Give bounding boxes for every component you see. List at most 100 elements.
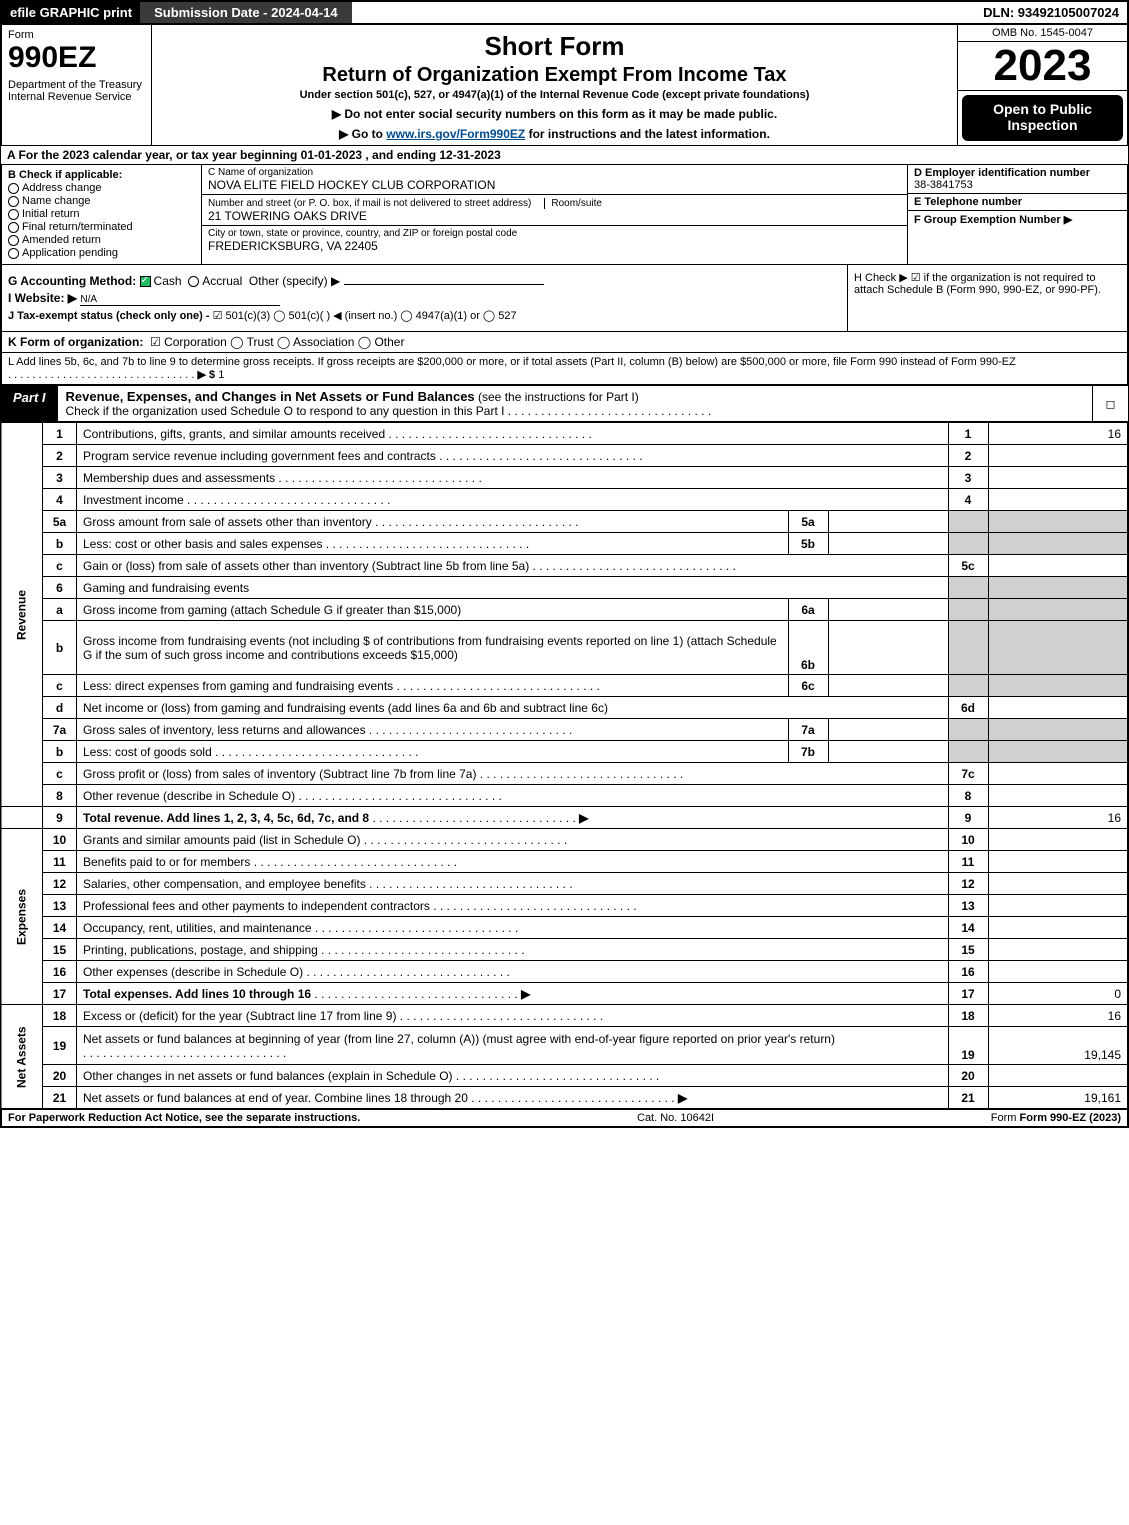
tax-year: 2023 (958, 42, 1127, 91)
check-label: Final return/terminated (22, 221, 133, 233)
line-9-box: 9 (948, 807, 988, 829)
line-7b-shaded-val (988, 741, 1128, 763)
line-6c-shaded (948, 675, 988, 697)
line-6d-value (988, 697, 1128, 719)
i-label: I Website: ▶ (8, 291, 77, 305)
row-a-tax-year: A For the 2023 calendar year, or tax yea… (0, 146, 1129, 165)
note-goto-suffix: for instructions and the latest informat… (525, 127, 770, 141)
telephone-label: E Telephone number (914, 196, 1121, 208)
part-1-title-bold: Revenue, Expenses, and Changes in Net As… (66, 389, 475, 404)
line-6a-row: a Gross income from gaming (attach Sched… (1, 599, 1128, 621)
check-application-pending[interactable]: Application pending (8, 247, 195, 259)
line-7a-shaded (948, 719, 988, 741)
g-label: G Accounting Method: (8, 274, 136, 288)
line-4-row: 4 Investment income 4 (1, 489, 1128, 511)
line-5b-num: b (43, 533, 77, 555)
check-amended-return[interactable]: Amended return (8, 234, 195, 246)
g-other-input[interactable] (344, 284, 544, 285)
line-7c-value (988, 763, 1128, 785)
line-6-desc: Gaming and fundraising events (77, 577, 949, 599)
check-name-change[interactable]: Name change (8, 195, 195, 207)
line-14-num: 14 (43, 917, 77, 939)
line-16-desc: Other expenses (describe in Schedule O) (77, 961, 949, 983)
line-16-value (988, 961, 1128, 983)
street-row: Number and street (or P. O. box, if mail… (202, 195, 907, 226)
section-i: I Website: ▶ N/A (8, 291, 841, 306)
line-5b-subvalue (828, 533, 948, 555)
note-ssn: ▶ Do not enter social security numbers o… (162, 107, 947, 121)
section-j: J Tax-exempt status (check only one) - ☑… (8, 309, 841, 322)
org-name-row: C Name of organization NOVA ELITE FIELD … (202, 165, 907, 195)
line-10-desc: Grants and similar amounts paid (list in… (77, 829, 949, 851)
line-19-num: 19 (43, 1027, 77, 1065)
row-a-text: A For the 2023 calendar year, or tax yea… (7, 148, 501, 162)
line-7a-shaded-val (988, 719, 1128, 741)
line-8-value (988, 785, 1128, 807)
line-15-num: 15 (43, 939, 77, 961)
j-options[interactable]: ☑ 501(c)(3) ◯ 501(c)( ) ◀ (insert no.) ◯… (213, 310, 517, 322)
l-value: 1 (218, 369, 224, 381)
line-6d-desc: Net income or (loss) from gaming and fun… (77, 697, 949, 719)
line-12-value (988, 873, 1128, 895)
line-1-row: Revenue 1 Contributions, gifts, grants, … (1, 423, 1128, 445)
line-12-desc: Salaries, other compensation, and employ… (77, 873, 949, 895)
line-13-box: 13 (948, 895, 988, 917)
line-6b-sublabel: 6b (788, 621, 828, 675)
check-address-change[interactable]: Address change (8, 182, 195, 194)
check-initial-return[interactable]: Initial return (8, 208, 195, 220)
efile-print-label[interactable]: efile GRAPHIC print (2, 2, 140, 23)
line-3-box: 3 (948, 467, 988, 489)
netassets-sidelabel: Net Assets (1, 1005, 43, 1109)
section-f: F Group Exemption Number ▶ (908, 211, 1127, 264)
org-name-label: C Name of organization (208, 167, 901, 178)
street-value: 21 TOWERING OAKS DRIVE (208, 209, 901, 223)
line-2-desc: Program service revenue including govern… (77, 445, 949, 467)
line-6c-num: c (43, 675, 77, 697)
page-footer: For Paperwork Reduction Act Notice, see … (0, 1109, 1129, 1128)
line-14-box: 14 (948, 917, 988, 939)
line-5a-shaded-val (988, 511, 1128, 533)
h-text: H Check ▶ ☑ if the organization is not r… (854, 272, 1101, 296)
line-13-row: 13 Professional fees and other payments … (1, 895, 1128, 917)
line-7a-num: 7a (43, 719, 77, 741)
footer-left: For Paperwork Reduction Act Notice, see … (8, 1112, 360, 1124)
line-6d-row: d Net income or (loss) from gaming and f… (1, 697, 1128, 719)
line-21-row: 21 Net assets or fund balances at end of… (1, 1087, 1128, 1109)
part-1-checkbox[interactable]: ◻ (1092, 386, 1128, 421)
part-1-header: Part I Revenue, Expenses, and Changes in… (0, 385, 1129, 422)
line-6a-desc: Gross income from gaming (attach Schedul… (77, 599, 789, 621)
g-other-label: Other (specify) ▶ (249, 274, 340, 288)
line-7c-desc: Gross profit or (loss) from sales of inv… (77, 763, 949, 785)
line-16-row: 16 Other expenses (describe in Schedule … (1, 961, 1128, 983)
line-7b-num: b (43, 741, 77, 763)
check-final-return[interactable]: Final return/terminated (8, 221, 195, 233)
line-13-desc: Professional fees and other payments to … (77, 895, 949, 917)
k-options[interactable]: ☑ Corporation ◯ Trust ◯ Association ◯ Ot… (150, 335, 404, 349)
line-3-desc: Membership dues and assessments (77, 467, 949, 489)
line-6b-subvalue (828, 621, 948, 675)
line-6-shaded (948, 577, 988, 599)
part-1-tab: Part I (1, 386, 58, 421)
line-1-num: 1 (43, 423, 77, 445)
k-label: K Form of organization: (8, 335, 143, 349)
irs-link[interactable]: www.irs.gov/Form990EZ (386, 127, 525, 141)
line-16-box: 16 (948, 961, 988, 983)
g-accrual-radio[interactable] (188, 276, 199, 287)
part-1-title: Revenue, Expenses, and Changes in Net As… (58, 386, 1092, 421)
check-label: Address change (22, 182, 102, 194)
line-11-box: 11 (948, 851, 988, 873)
line-5c-num: c (43, 555, 77, 577)
line-5b-shaded (948, 533, 988, 555)
g-cash-checkbox[interactable] (140, 276, 151, 287)
line-5c-box: 5c (948, 555, 988, 577)
check-label: Name change (22, 195, 91, 207)
line-8-desc: Other revenue (describe in Schedule O) (77, 785, 949, 807)
line-5a-num: 5a (43, 511, 77, 533)
website-value: N/A (80, 294, 280, 306)
line-6a-shaded (948, 599, 988, 621)
line-6-num: 6 (43, 577, 77, 599)
expenses-sidelabel: Expenses (1, 829, 43, 1005)
line-17-value: 0 (988, 983, 1128, 1005)
section-l: L Add lines 5b, 6c, and 7b to line 9 to … (0, 353, 1129, 385)
line-15-value (988, 939, 1128, 961)
